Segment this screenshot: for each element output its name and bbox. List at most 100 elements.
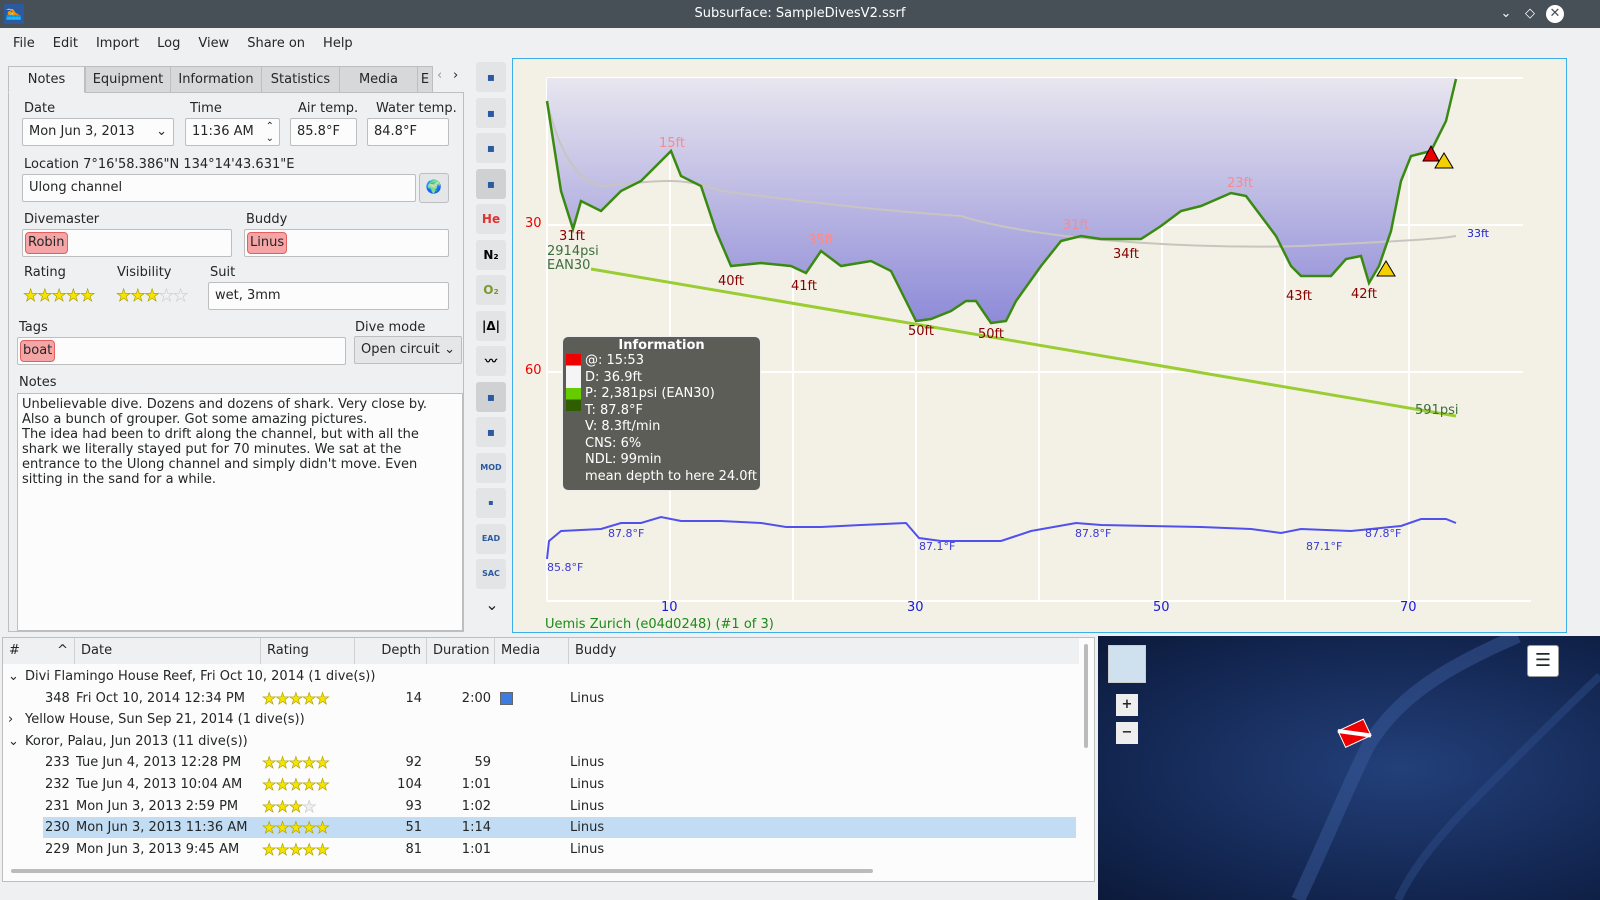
menu-help[interactable]: Help <box>323 35 353 51</box>
trip-row[interactable]: ⌄ Koror, Palau, Jun 2013 (11 dive(s)) <box>3 731 1078 752</box>
visibility-stars[interactable]: ★★★★★ <box>116 286 189 307</box>
start-pressure: 2914psi EAN30 <box>547 244 599 273</box>
zoom-in-button[interactable]: + <box>1116 694 1138 716</box>
n2-icon[interactable]: N₂ <box>476 239 506 270</box>
dive-duration: 1:14 <box>461 820 491 836</box>
info-line: CNS: 6% <box>585 435 642 451</box>
water-temp-field[interactable]: 84.8°F <box>367 118 449 146</box>
mod-icon[interactable]: MOD <box>476 452 506 483</box>
dive-depth: 104 <box>397 777 422 792</box>
dive-number: 232 <box>45 777 70 792</box>
tab-information[interactable]: Information <box>170 66 262 93</box>
tab-media[interactable]: Media <box>339 66 418 93</box>
divemode-value: Open circuit <box>361 342 440 357</box>
depth-label: 33ft <box>1467 227 1489 240</box>
info-line: mean depth to here 24.0ft <box>585 468 757 484</box>
hamburger-menu-icon[interactable]: ☰ <box>1527 645 1559 677</box>
notes-textarea[interactable]: Unbelievable dive. Dozens and dozens of … <box>17 393 463 631</box>
dive-site-flag-icon <box>1337 718 1372 748</box>
menu-file[interactable]: File <box>13 35 35 51</box>
map-photo-icon[interactable]: ▪ <box>476 381 506 412</box>
col-rating[interactable]: Rating <box>261 638 355 664</box>
col-date[interactable]: Date <box>75 638 261 664</box>
suit-field[interactable]: wet, 3mm <box>208 282 449 310</box>
depth-label: 31ft <box>1063 218 1089 233</box>
calc-ceiling-icon[interactable]: ▪ <box>476 133 506 163</box>
scale-graph-icon[interactable]: 〰 <box>476 346 506 376</box>
notes-label: Notes <box>19 375 57 390</box>
vertical-scrollbar[interactable] <box>1084 644 1088 748</box>
dive-row[interactable]: 233 Tue Jun 4, 2013 12:28 PM ★★★★★ 92 59 Linu… <box>3 752 1078 773</box>
dive-row[interactable]: 229 Mon Jun 3, 2013 9:45 AM ★★★★★ 81 1:01 Lin… <box>3 839 1078 860</box>
divemaster-label: Divemaster <box>24 212 100 227</box>
dive-rating: ★★★★★ <box>262 688 330 708</box>
col-media[interactable]: Media <box>495 638 569 664</box>
dive-date: Tue Jun 4, 2013 10:04 AM <box>76 777 243 792</box>
ndl-tts-icon[interactable]: ▪ <box>476 488 506 518</box>
location-label: Location 7°16'58.386"N 134°14'43.631"E <box>24 157 295 172</box>
maximize-button[interactable]: ◇ <box>1525 6 1535 21</box>
tab-extra[interactable]: E <box>417 66 433 93</box>
menu-edit[interactable]: Edit <box>52 35 78 51</box>
menu-share[interactable]: Share on <box>247 35 306 51</box>
tab-scroll-right-icon[interactable]: › <box>453 68 459 83</box>
chevron-down-icon: ⌄ <box>444 342 455 357</box>
media-icon <box>500 691 513 705</box>
sac-icon[interactable]: SAC <box>476 559 506 589</box>
info-gas-bar <box>566 354 581 411</box>
divemaster-field[interactable]: Robin <box>22 229 232 257</box>
ead-icon[interactable]: EAD <box>476 523 506 554</box>
buddy-chip: Linus <box>247 232 288 254</box>
rating-stars[interactable]: ★★★★★ <box>23 286 96 307</box>
tab-statistics[interactable]: Statistics <box>261 66 340 93</box>
col-number[interactable]: # ^ <box>3 638 75 664</box>
menu-view[interactable]: View <box>198 35 230 51</box>
tab-scroll-left-icon[interactable]: ‹ <box>437 68 443 83</box>
spinner-icon[interactable]: ⌃ ⌄ <box>265 121 274 144</box>
dive-row[interactable]: 230 Mon Jun 3, 2013 11:36 AM ★★★★★ 51 1:14 Li… <box>43 817 1076 839</box>
buddy-field[interactable]: Linus <box>244 229 449 257</box>
dive-number: 233 <box>45 755 70 771</box>
chevron-down-icon[interactable]: ⌄ <box>485 594 499 614</box>
deco-tissue-icon[interactable]: ▪ <box>476 168 506 199</box>
close-button[interactable]: ✕ <box>1546 5 1564 23</box>
time-field[interactable]: 11:36 AM ⌃ ⌄ <box>185 118 280 146</box>
menu-import[interactable]: Import <box>95 35 140 51</box>
ruler-icon[interactable]: |Δ| <box>476 310 506 341</box>
col-duration[interactable]: Duration <box>427 638 495 664</box>
map-view[interactable]: + − ☰ <box>1098 636 1600 900</box>
tank-switch-icon[interactable]: ▪ <box>476 417 506 447</box>
dive-profile[interactable]: 30 60 10 30 50 70 15ft 31ft 40ft 35ft 41ft 50… <box>512 58 1567 633</box>
depth-label: 35ft <box>808 233 834 248</box>
horizontal-scrollbar[interactable] <box>11 869 873 873</box>
divemode-select[interactable]: Open circuit ⌄ <box>354 336 462 364</box>
he-icon[interactable]: He <box>476 204 506 234</box>
menu-log[interactable]: Log <box>157 35 181 51</box>
dive-depth: 92 <box>405 755 422 771</box>
trip-row[interactable]: › Yellow House, Sun Sep 21, 2014 (1 dive(… <box>3 709 1078 730</box>
info-line: P: 2,381psi (EAN30) <box>585 386 715 401</box>
o2-icon[interactable]: O₂ <box>476 275 506 305</box>
air-temp-field[interactable]: 85.8°F <box>290 118 357 146</box>
minimap-icon[interactable] <box>1108 645 1146 683</box>
col-depth[interactable]: Depth <box>355 638 427 664</box>
dive-computer-icon[interactable]: ▪ <box>476 62 506 92</box>
location-field[interactable]: Ulong channel <box>22 174 416 202</box>
tab-equipment[interactable]: Equipment <box>85 66 171 93</box>
globe-location-button[interactable]: 🌍 <box>419 173 449 203</box>
dive-row[interactable]: 232 Tue Jun 4, 2013 10:04 AM ★★★★★ 104 1:01 L… <box>3 774 1078 795</box>
dive-date: Mon Jun 3, 2013 11:36 AM <box>76 820 248 836</box>
col-buddy[interactable]: Buddy <box>569 638 1079 664</box>
tags-field[interactable]: boat <box>17 337 346 365</box>
date-field[interactable]: Mon Jun 3, 2013 ⌄ <box>22 118 174 146</box>
time-label: Time <box>190 101 222 116</box>
trip-row[interactable]: ⌄ Divi Flamingo House Reef, Fri Oct 10, 2… <box>3 666 1078 687</box>
tab-notes[interactable]: Notes <box>8 66 85 93</box>
minimize-button[interactable]: ⌄ <box>1500 6 1512 21</box>
dive-row[interactable]: 348 Fri Oct 10, 2014 12:34 PM ★★★★★ 14 2:00 L… <box>3 688 1078 709</box>
dive-buddy: Linus <box>570 777 605 792</box>
ceiling-icon[interactable]: ▪ <box>476 97 506 128</box>
zoom-out-button[interactable]: − <box>1116 722 1138 744</box>
divemaster-chip: Robin <box>25 232 68 254</box>
dive-row[interactable]: 231 Mon Jun 3, 2013 2:59 PM ★★★ ★ ★ 93 1:02 Lin… <box>3 796 1078 817</box>
